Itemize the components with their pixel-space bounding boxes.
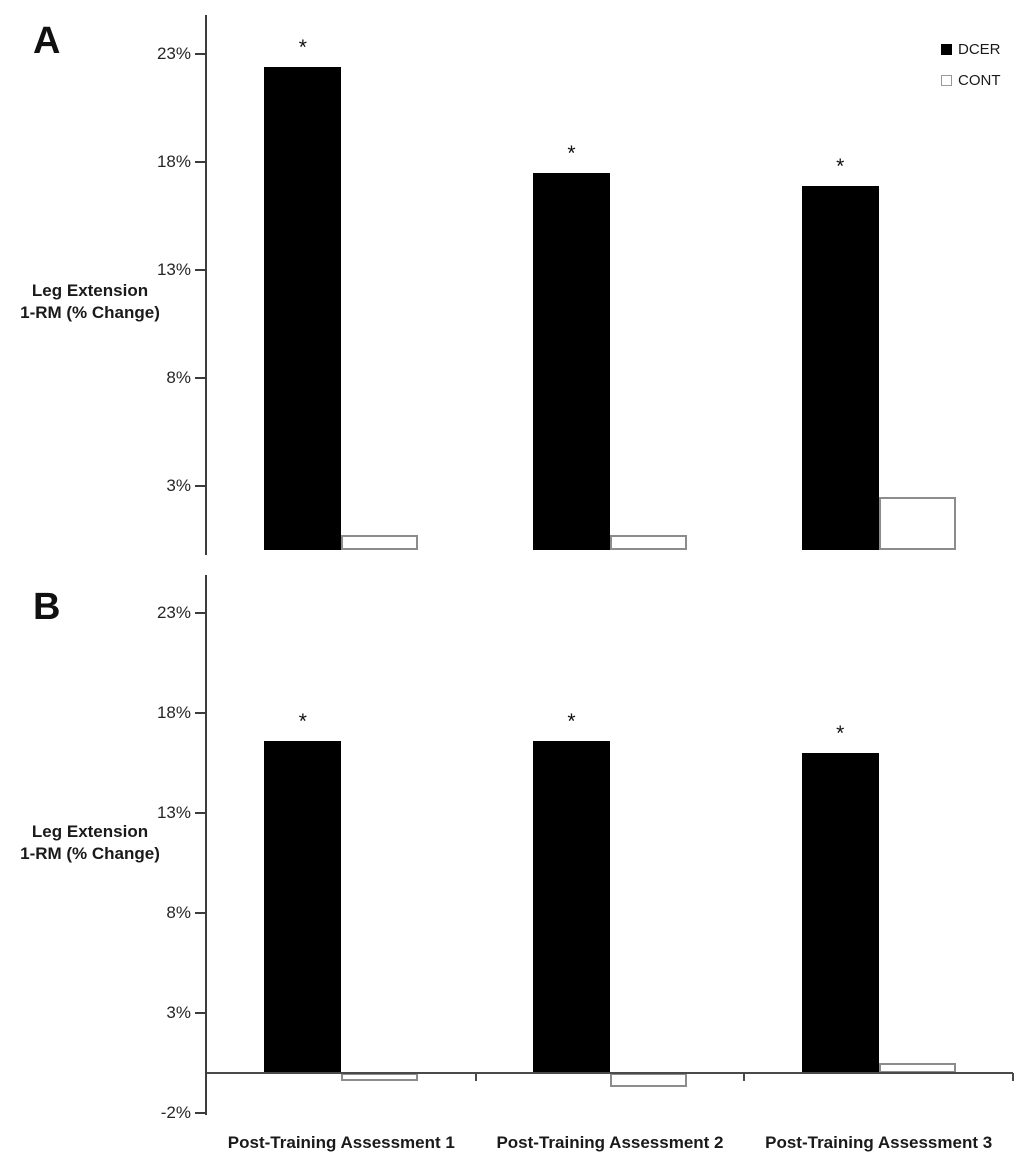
x-category-label: Post-Training Assessment 2 (496, 1133, 724, 1152)
significance-asterisk: * (298, 35, 307, 59)
bar-dcer-b1 (264, 741, 342, 1073)
bar-dcer-b3 (801, 753, 879, 1073)
y-tick-label: 3% (166, 1003, 191, 1022)
legend-item-cont: CONT (941, 71, 1001, 89)
y-tick-mark (195, 712, 206, 714)
y-tick-label: -2% (160, 1103, 191, 1122)
y-tick-mark (195, 612, 206, 614)
legend-label-dcer: DCER (958, 40, 1001, 58)
y-axis-title-line2: 1-RM (% Change) (20, 844, 160, 863)
x-axis-tick (474, 1073, 477, 1081)
y-tick-label: 13% (156, 803, 191, 822)
y-tick-label: 8% (166, 367, 191, 387)
cont-open-square-icon (941, 74, 952, 86)
y-tick-label: 23% (156, 43, 191, 63)
bar-cont-a1 (341, 535, 419, 551)
bar-dcer-a1 (264, 66, 342, 551)
y-tick-label: 8% (166, 903, 191, 922)
y-tick-mark (195, 912, 206, 914)
bar-cont-a2 (610, 535, 687, 551)
y-tick-mark (195, 160, 206, 163)
y-tick-mark (195, 1012, 206, 1014)
y-tick-mark (195, 52, 206, 55)
y-tick-mark (195, 268, 206, 271)
y-tick-label: 3% (166, 475, 191, 495)
bar-dcer-a2 (533, 172, 610, 551)
y-axis-line (205, 15, 207, 555)
y-axis-title-panel-b: Leg Extension 1-RM (% Change) (8, 821, 172, 865)
bar-cont-b2 (610, 1073, 687, 1087)
y-axis-line (205, 575, 207, 1115)
y-axis-title-line1: Leg Extension (31, 822, 149, 841)
legend-label-cont: CONT (958, 71, 1001, 89)
y-tick-label: 23% (156, 603, 191, 622)
y-axis-title-line2: 1-RM (% Change) (20, 303, 160, 322)
panel-b-label: B (33, 586, 61, 628)
y-axis-title-line1: Leg Extension (31, 281, 149, 300)
x-axis-line (207, 1072, 1013, 1074)
y-tick-mark (195, 1112, 206, 1114)
x-axis-tick (1012, 1073, 1014, 1081)
y-tick-mark (195, 812, 206, 814)
bar-dcer-a3 (801, 185, 879, 551)
significance-asterisk: * (298, 710, 307, 733)
y-tick-mark (195, 484, 206, 487)
y-tick-label: 18% (156, 151, 191, 171)
bar-cont-a3 (878, 496, 956, 551)
y-tick-mark (195, 376, 206, 379)
dcer-filled-square-icon (941, 43, 952, 55)
significance-asterisk: * (836, 154, 845, 178)
significance-asterisk: * (567, 710, 576, 733)
y-axis-title-panel-a: Leg Extension 1-RM (% Change) (8, 280, 172, 324)
x-axis-tick (743, 1073, 746, 1081)
bar-dcer-b2 (533, 741, 610, 1073)
x-category-label: Post-Training Assessment 3 (765, 1133, 993, 1152)
y-tick-label: 13% (156, 259, 191, 279)
significance-asterisk: * (836, 722, 845, 745)
y-tick-label: 18% (156, 703, 191, 722)
legend-item-dcer: DCER (941, 40, 1001, 58)
legend: DCER CONT (941, 42, 1001, 104)
x-category-label: Post-Training Assessment 1 (227, 1133, 455, 1152)
significance-asterisk: * (567, 141, 576, 165)
bar-cont-b1 (341, 1073, 419, 1081)
panel-a-label: A (33, 20, 61, 62)
